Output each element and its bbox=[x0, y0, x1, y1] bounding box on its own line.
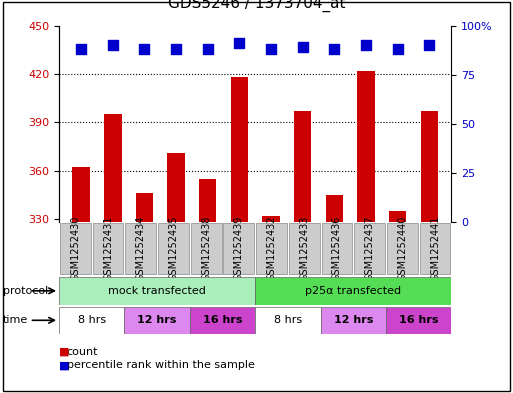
Text: ■: ■ bbox=[59, 360, 69, 371]
Bar bbox=[136, 193, 153, 222]
Text: time: time bbox=[3, 315, 28, 325]
Point bbox=[362, 42, 370, 48]
Text: protocol: protocol bbox=[3, 286, 48, 296]
Bar bbox=[199, 178, 216, 222]
Point bbox=[425, 42, 433, 48]
Bar bbox=[354, 223, 385, 274]
Text: percentile rank within the sample: percentile rank within the sample bbox=[67, 360, 254, 371]
Bar bbox=[256, 223, 287, 274]
Text: mock transfected: mock transfected bbox=[108, 286, 206, 296]
Text: 16 hrs: 16 hrs bbox=[399, 315, 439, 325]
Bar bbox=[125, 223, 156, 274]
Text: GSM1252432: GSM1252432 bbox=[267, 216, 277, 281]
Bar bbox=[357, 71, 374, 222]
Text: GSM1252431: GSM1252431 bbox=[103, 216, 113, 281]
Bar bbox=[191, 223, 222, 274]
Bar bbox=[167, 153, 185, 222]
Point bbox=[172, 46, 180, 52]
Text: 8 hrs: 8 hrs bbox=[274, 315, 302, 325]
Text: p25α transfected: p25α transfected bbox=[305, 286, 401, 296]
Bar bbox=[72, 167, 90, 222]
Text: GSM1252441: GSM1252441 bbox=[430, 216, 440, 281]
Bar bbox=[289, 223, 320, 274]
Bar bbox=[224, 223, 254, 274]
Bar bbox=[60, 223, 91, 274]
Bar bbox=[255, 307, 321, 334]
Point bbox=[393, 46, 402, 52]
Bar bbox=[190, 307, 255, 334]
Text: count: count bbox=[67, 347, 98, 357]
Bar bbox=[389, 211, 406, 222]
Text: GSM1252440: GSM1252440 bbox=[398, 216, 407, 281]
Bar bbox=[59, 307, 124, 334]
Text: GSM1252437: GSM1252437 bbox=[365, 216, 374, 281]
Point bbox=[330, 46, 339, 52]
Text: GSM1252435: GSM1252435 bbox=[168, 216, 179, 281]
Point bbox=[141, 46, 149, 52]
Bar bbox=[294, 111, 311, 222]
Bar bbox=[93, 223, 124, 274]
Text: GSM1252430: GSM1252430 bbox=[70, 216, 81, 281]
Point bbox=[109, 42, 117, 48]
Bar bbox=[231, 77, 248, 222]
Bar bbox=[322, 223, 352, 274]
Bar bbox=[387, 223, 418, 274]
Point bbox=[77, 46, 85, 52]
Text: 12 hrs: 12 hrs bbox=[137, 315, 177, 325]
Point bbox=[299, 44, 307, 50]
Text: GSM1252433: GSM1252433 bbox=[299, 216, 309, 281]
Text: GSM1252436: GSM1252436 bbox=[332, 216, 342, 281]
Text: 16 hrs: 16 hrs bbox=[203, 315, 242, 325]
Bar bbox=[420, 223, 450, 274]
Text: GSM1252438: GSM1252438 bbox=[201, 216, 211, 281]
Bar bbox=[104, 114, 122, 222]
Bar bbox=[321, 307, 386, 334]
Bar bbox=[386, 307, 451, 334]
Point bbox=[235, 40, 244, 46]
Point bbox=[267, 46, 275, 52]
Text: 12 hrs: 12 hrs bbox=[333, 315, 373, 325]
Text: 8 hrs: 8 hrs bbox=[77, 315, 106, 325]
Text: ■: ■ bbox=[59, 347, 69, 357]
Text: GSM1252434: GSM1252434 bbox=[136, 216, 146, 281]
Text: GSM1252439: GSM1252439 bbox=[234, 216, 244, 281]
Bar bbox=[158, 223, 189, 274]
Bar bbox=[262, 216, 280, 222]
Bar bbox=[255, 277, 451, 305]
Bar bbox=[59, 277, 255, 305]
Bar bbox=[124, 307, 190, 334]
Bar bbox=[326, 195, 343, 222]
Point bbox=[204, 46, 212, 52]
Bar bbox=[421, 111, 438, 222]
Text: GDS5246 / 1373704_at: GDS5246 / 1373704_at bbox=[168, 0, 345, 12]
